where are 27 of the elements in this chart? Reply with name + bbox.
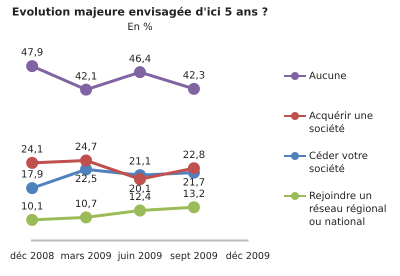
x-tick-label: déc 2009 [226,250,270,262]
data-label: 10,7 [74,199,98,210]
legend-label: Rejoindre un réseau régional ou national [309,190,388,229]
chart-title: Evolution majeure envisagée d'ici 5 ans ? [12,5,268,18]
data-label: 46,4 [128,54,152,65]
data-label: 22,5 [74,174,98,186]
data-label: 17,9 [21,170,44,181]
data-label: 21,1 [128,156,152,168]
x-tick-label: juin 2009 [116,250,162,262]
data-label: 47,9 [21,48,44,59]
data-label: 20,1 [128,184,152,195]
data-label: 42,1 [74,71,98,82]
data-label: 12,4 [128,192,152,204]
data-label: 21,7 [182,177,206,188]
legend-label: Acquérir une société [309,110,374,136]
data-label: 22,8 [182,150,206,161]
data-label: 24,1 [21,144,44,156]
data-label: 13,2 [182,188,206,200]
data-label: 24,7 [74,142,98,154]
x-tick-label: déc 2008 [10,250,54,262]
data-label: 10,1 [21,201,44,212]
x-tick-label: sept 2009 [170,250,218,262]
legend-label: Céder votre société [309,150,369,176]
chart-subtitle: En % [127,22,153,33]
legend-label: Aucune [309,70,347,83]
x-tick-label: mars 2009 [60,250,112,262]
data-label: 42,3 [182,70,206,82]
